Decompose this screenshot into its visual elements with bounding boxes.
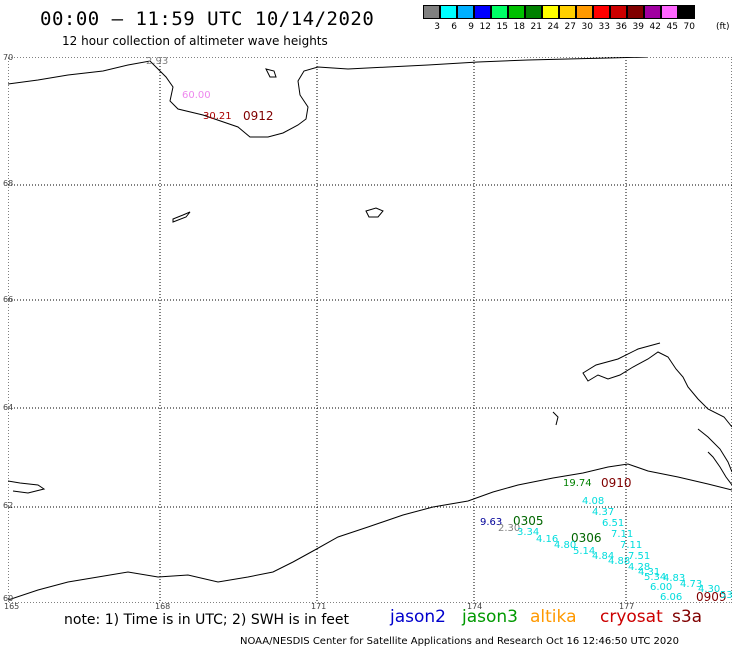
legend-swatch bbox=[525, 5, 542, 19]
legend-swatch bbox=[593, 5, 610, 19]
wrangel-like-island bbox=[365, 207, 384, 218]
obs-label: 4.84 bbox=[592, 551, 614, 562]
obs-label: 2.30 bbox=[498, 523, 520, 534]
obs-label: 9.63 bbox=[480, 517, 502, 528]
obs-label: 53 bbox=[720, 590, 732, 601]
legend-unit: (ft) bbox=[716, 22, 730, 32]
lat-label: 62 bbox=[3, 501, 14, 510]
southwest-headland bbox=[8, 480, 46, 494]
legend-label: 45 bbox=[666, 22, 678, 32]
lon-label: 171 bbox=[311, 602, 327, 611]
lat-label: 60 bbox=[3, 594, 14, 603]
obs-label: 4.28 bbox=[628, 562, 650, 573]
legend-label: 15 bbox=[496, 22, 508, 32]
legend-swatch bbox=[678, 5, 695, 19]
obs-label: 3.34 bbox=[517, 527, 539, 538]
obs-label: 5.14 bbox=[573, 546, 595, 557]
obs-label: 4.16 bbox=[536, 534, 558, 545]
lon-label: 165 bbox=[4, 602, 20, 611]
legend-swatch bbox=[440, 5, 457, 19]
chukotka-south-coastline bbox=[8, 463, 732, 601]
legend-label: 3 bbox=[434, 22, 440, 32]
legend-label: 12 bbox=[479, 22, 491, 32]
lon-label: 174 bbox=[467, 602, 483, 611]
legend-label: 39 bbox=[632, 22, 644, 32]
obs-label: 4.08 bbox=[582, 496, 604, 507]
small-inlet bbox=[552, 411, 559, 426]
obs-label: 0909 bbox=[696, 590, 727, 603]
small-island-west bbox=[172, 211, 191, 223]
legend-swatch bbox=[423, 5, 440, 19]
wave-height-map: 2.93 60.00 30.21 0912 19.74 0910 4.08 4.… bbox=[8, 57, 732, 603]
obs-label: 4.73 bbox=[680, 579, 702, 590]
obs-label: 0910 bbox=[601, 476, 632, 490]
obs-label: 4.37 bbox=[592, 507, 614, 518]
satellite-altika: altika bbox=[530, 607, 577, 627]
obs-label: 6.51 bbox=[602, 518, 624, 529]
obs-label: 4.30 bbox=[698, 584, 720, 595]
legend-swatch bbox=[542, 5, 559, 19]
obs-label: 60.00 bbox=[182, 90, 211, 101]
satellite-jason3: jason3 bbox=[462, 607, 518, 627]
legend-label: 21 bbox=[530, 22, 542, 32]
obs-label: 2.93 bbox=[146, 57, 168, 67]
obs-label: 7.11 bbox=[620, 540, 642, 551]
alaska-west-coastline bbox=[582, 342, 732, 428]
legend-swatch bbox=[457, 5, 474, 19]
obs-label: 4.83 bbox=[663, 573, 685, 584]
lon-label: 168 bbox=[155, 602, 171, 611]
legend-label: 9 bbox=[468, 22, 474, 32]
alaska-peninsula-east bbox=[707, 451, 732, 486]
obs-label: 7.51 bbox=[628, 551, 650, 562]
obs-label: 4.80 bbox=[554, 540, 576, 551]
legend-swatch bbox=[627, 5, 644, 19]
satellite-cryosat: cryosat bbox=[600, 607, 663, 627]
lat-label: 64 bbox=[3, 403, 14, 412]
units-note: note: 1) Time is in UTC; 2) SWH is in fe… bbox=[64, 612, 350, 628]
map-title: 00:00 – 11:59 UTC 10/14/2020 bbox=[40, 8, 375, 30]
legend-label: 42 bbox=[649, 22, 661, 32]
legend-label: 33 bbox=[598, 22, 610, 32]
legend-label: 30 bbox=[581, 22, 593, 32]
obs-label: 0306 bbox=[571, 531, 602, 545]
legend-label: 36 bbox=[615, 22, 627, 32]
legend-swatch bbox=[508, 5, 525, 19]
legend-label: 18 bbox=[513, 22, 525, 32]
color-legend bbox=[423, 5, 695, 19]
alaska-inlet bbox=[697, 428, 732, 473]
obs-label: 7.11 bbox=[611, 529, 633, 540]
lat-label: 66 bbox=[3, 295, 14, 304]
obs-label: 6.06 bbox=[660, 592, 682, 603]
obs-label: 4.88 bbox=[608, 556, 630, 567]
legend-label: 27 bbox=[564, 22, 576, 32]
legend-swatch bbox=[644, 5, 661, 19]
color-legend-labels: 3 6 9 12 15 18 21 24 27 30 33 36 39 42 45 70 bbox=[423, 22, 695, 32]
satellite-s3a: s3a bbox=[672, 607, 703, 627]
obs-label: 19.74 bbox=[563, 478, 592, 489]
legend-label: 24 bbox=[547, 22, 559, 32]
obs-label: 5.34 bbox=[644, 572, 666, 583]
legend-swatch bbox=[576, 5, 593, 19]
obs-label: 0305 bbox=[513, 514, 544, 528]
lat-label: 70 bbox=[3, 53, 14, 62]
satellite-jason2: jason2 bbox=[390, 607, 446, 627]
chukotka-bay-islet bbox=[265, 68, 277, 78]
legend-swatch bbox=[559, 5, 576, 19]
legend-swatch bbox=[491, 5, 508, 19]
obs-label: 6.00 bbox=[650, 582, 672, 593]
chukotka-north-coastline bbox=[8, 57, 649, 138]
map-subtitle: 12 hour collection of altimeter wave hei… bbox=[62, 34, 328, 48]
legend-swatch bbox=[474, 5, 491, 19]
graticule bbox=[8, 57, 732, 603]
lon-label: 177 bbox=[619, 602, 635, 611]
obs-label: 4.31 bbox=[638, 567, 660, 578]
obs-label: 0912 bbox=[243, 109, 274, 123]
legend-label: 6 bbox=[451, 22, 457, 32]
obs-label: 30.21 bbox=[203, 111, 232, 122]
credit-line: NOAA/NESDIS Center for Satellite Applica… bbox=[240, 636, 679, 647]
legend-label: 70 bbox=[683, 22, 695, 32]
legend-swatch bbox=[661, 5, 678, 19]
legend-swatch bbox=[610, 5, 627, 19]
lat-label: 68 bbox=[3, 179, 14, 188]
